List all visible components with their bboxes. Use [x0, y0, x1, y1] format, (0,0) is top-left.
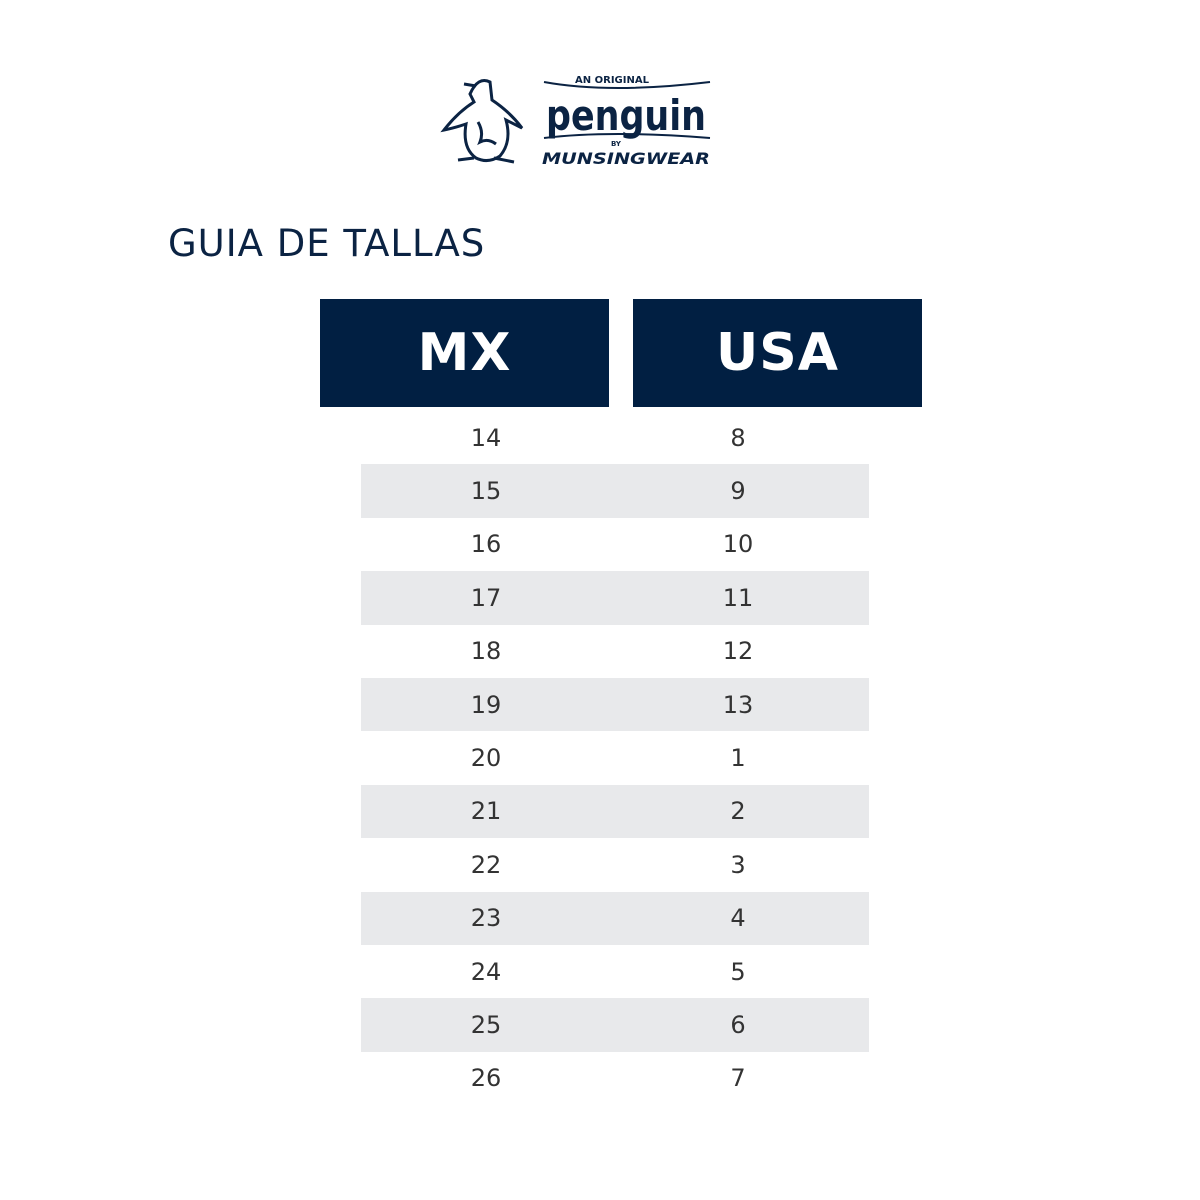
svg-text:BY: BY: [611, 140, 622, 148]
table-row: 16 10: [361, 518, 869, 571]
mx-size-cell: 20: [470, 744, 502, 773]
header-mx: MX: [320, 299, 609, 407]
mx-size-cell: 24: [470, 957, 502, 986]
mx-size-cell: 14: [470, 423, 502, 452]
mx-size-cell: 22: [470, 850, 502, 879]
table-row: 20 1: [361, 731, 869, 784]
mx-size-cell: 16: [470, 530, 502, 559]
usa-size-cell: 8: [730, 423, 746, 452]
table-row: 26 7: [361, 1052, 869, 1105]
mx-size-cell: 17: [470, 583, 502, 612]
usa-size-cell: 9: [730, 477, 746, 506]
table-row: 25 6: [361, 998, 869, 1052]
usa-size-cell: 6: [730, 1010, 746, 1039]
table-row: 19 13: [361, 677, 869, 732]
usa-size-cell: 11: [722, 583, 754, 612]
page-title: GUIA DE TALLAS: [168, 222, 486, 265]
usa-size-cell: 5: [730, 957, 746, 986]
header-usa: USA: [633, 299, 922, 407]
usa-size-cell: 13: [722, 690, 754, 719]
usa-size-cell: 4: [730, 904, 746, 933]
table-row: 18 12: [361, 625, 869, 678]
mx-size-cell: 15: [470, 477, 502, 506]
mx-size-cell: 19: [470, 690, 502, 719]
usa-size-cell: 7: [730, 1064, 746, 1093]
mx-size-cell: 21: [470, 797, 502, 826]
brand-logo: AN ORIGINAL penguin BY MUNSINGWEAR: [440, 72, 720, 168]
svg-text:AN ORIGINAL: AN ORIGINAL: [575, 75, 650, 86]
usa-size-cell: 1: [730, 744, 746, 773]
penguin-logo-icon: AN ORIGINAL penguin BY MUNSINGWEAR: [440, 75, 711, 168]
mx-size-cell: 23: [470, 904, 502, 933]
mx-size-cell: 26: [470, 1064, 502, 1093]
mx-size-cell: 25: [470, 1010, 502, 1039]
size-table: 14 8 15 9 16 10 17 11 18 12 19 13 20 1 21 2 22 3 23 4 24 5 25 6…: [361, 411, 869, 1105]
table-row: 22 3: [361, 838, 869, 891]
usa-size-cell: 12: [722, 637, 754, 666]
table-row: 23 4: [361, 891, 869, 945]
usa-size-cell: 2: [730, 797, 746, 826]
usa-size-cell: 10: [722, 530, 754, 559]
mx-size-cell: 18: [470, 637, 502, 666]
table-row: 14 8: [361, 411, 869, 464]
table-row: 24 5: [361, 945, 869, 998]
usa-size-cell: 3: [730, 850, 746, 879]
table-row: 17 11: [361, 571, 869, 625]
table-row: 21 2: [361, 784, 869, 839]
table-row: 15 9: [361, 464, 869, 518]
svg-text:MUNSINGWEAR: MUNSINGWEAR: [542, 149, 710, 168]
svg-text:penguin: penguin: [546, 91, 706, 140]
